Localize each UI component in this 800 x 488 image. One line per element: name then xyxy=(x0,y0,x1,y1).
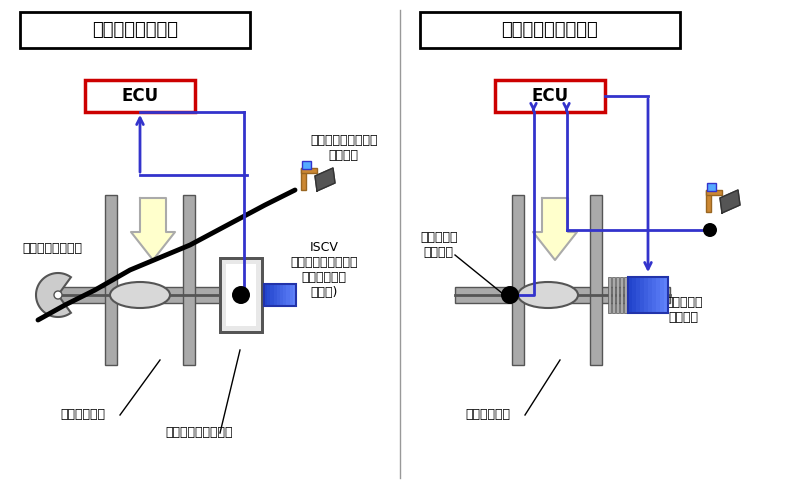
Bar xyxy=(612,277,615,313)
Text: アクセルポジション
センサー: アクセルポジション センサー xyxy=(310,134,378,162)
Circle shape xyxy=(501,286,519,304)
Text: スロットル弁: スロットル弁 xyxy=(60,408,105,422)
Bar xyxy=(628,277,668,313)
Bar xyxy=(85,80,195,112)
Bar xyxy=(20,12,250,48)
Bar xyxy=(512,195,524,365)
Bar xyxy=(495,80,605,112)
Bar xyxy=(706,190,722,195)
Bar xyxy=(628,277,632,313)
Text: ECU: ECU xyxy=(122,87,158,105)
Bar xyxy=(280,284,283,306)
Polygon shape xyxy=(36,273,71,317)
Circle shape xyxy=(232,286,250,304)
Bar xyxy=(616,277,619,313)
Polygon shape xyxy=(131,198,175,260)
Circle shape xyxy=(703,223,717,237)
Bar xyxy=(301,168,317,173)
Bar xyxy=(267,284,270,306)
Bar xyxy=(301,168,306,190)
Bar xyxy=(270,284,274,306)
Bar xyxy=(302,161,311,169)
Bar xyxy=(220,258,262,332)
Bar xyxy=(624,277,627,313)
Bar xyxy=(226,264,256,326)
Bar xyxy=(286,284,290,306)
Bar xyxy=(420,12,680,48)
Bar xyxy=(293,284,296,306)
Text: スロットル
センサー: スロットル センサー xyxy=(420,231,458,259)
Polygon shape xyxy=(720,190,740,213)
Text: 機械式スロットル: 機械式スロットル xyxy=(92,21,178,39)
Bar xyxy=(290,284,293,306)
Bar xyxy=(660,277,664,313)
Text: ISCV
（アイドルスピード
コントロール
バルブ): ISCV （アイドルスピード コントロール バルブ) xyxy=(290,241,358,299)
Circle shape xyxy=(54,291,62,299)
Bar xyxy=(105,195,117,365)
Bar xyxy=(264,284,267,306)
Bar xyxy=(632,277,636,313)
Bar xyxy=(608,277,611,313)
Bar xyxy=(455,287,670,303)
Bar xyxy=(283,284,286,306)
Bar xyxy=(652,277,656,313)
Bar xyxy=(52,287,270,303)
Text: ECU: ECU xyxy=(531,87,569,105)
Bar xyxy=(644,277,648,313)
Bar xyxy=(264,284,296,306)
Ellipse shape xyxy=(110,282,170,308)
Text: 電子制御スロットル: 電子制御スロットル xyxy=(502,21,598,39)
Text: スロットルセンサー: スロットルセンサー xyxy=(165,427,233,440)
Polygon shape xyxy=(315,168,335,191)
Text: アクセルワイヤー: アクセルワイヤー xyxy=(22,242,82,255)
Bar xyxy=(706,190,711,212)
Bar xyxy=(277,284,280,306)
Polygon shape xyxy=(533,198,577,260)
Bar xyxy=(636,277,640,313)
Text: スロットル
モーター: スロットル モーター xyxy=(665,296,702,324)
Ellipse shape xyxy=(518,282,578,308)
Bar xyxy=(707,183,716,191)
Bar xyxy=(664,277,668,313)
Bar xyxy=(620,277,623,313)
Bar xyxy=(590,195,602,365)
Bar xyxy=(183,195,195,365)
Bar xyxy=(274,284,277,306)
Bar xyxy=(220,258,262,332)
Bar xyxy=(648,277,652,313)
Bar xyxy=(640,277,644,313)
Text: スロットル弁: スロットル弁 xyxy=(465,408,510,422)
Bar xyxy=(656,277,660,313)
